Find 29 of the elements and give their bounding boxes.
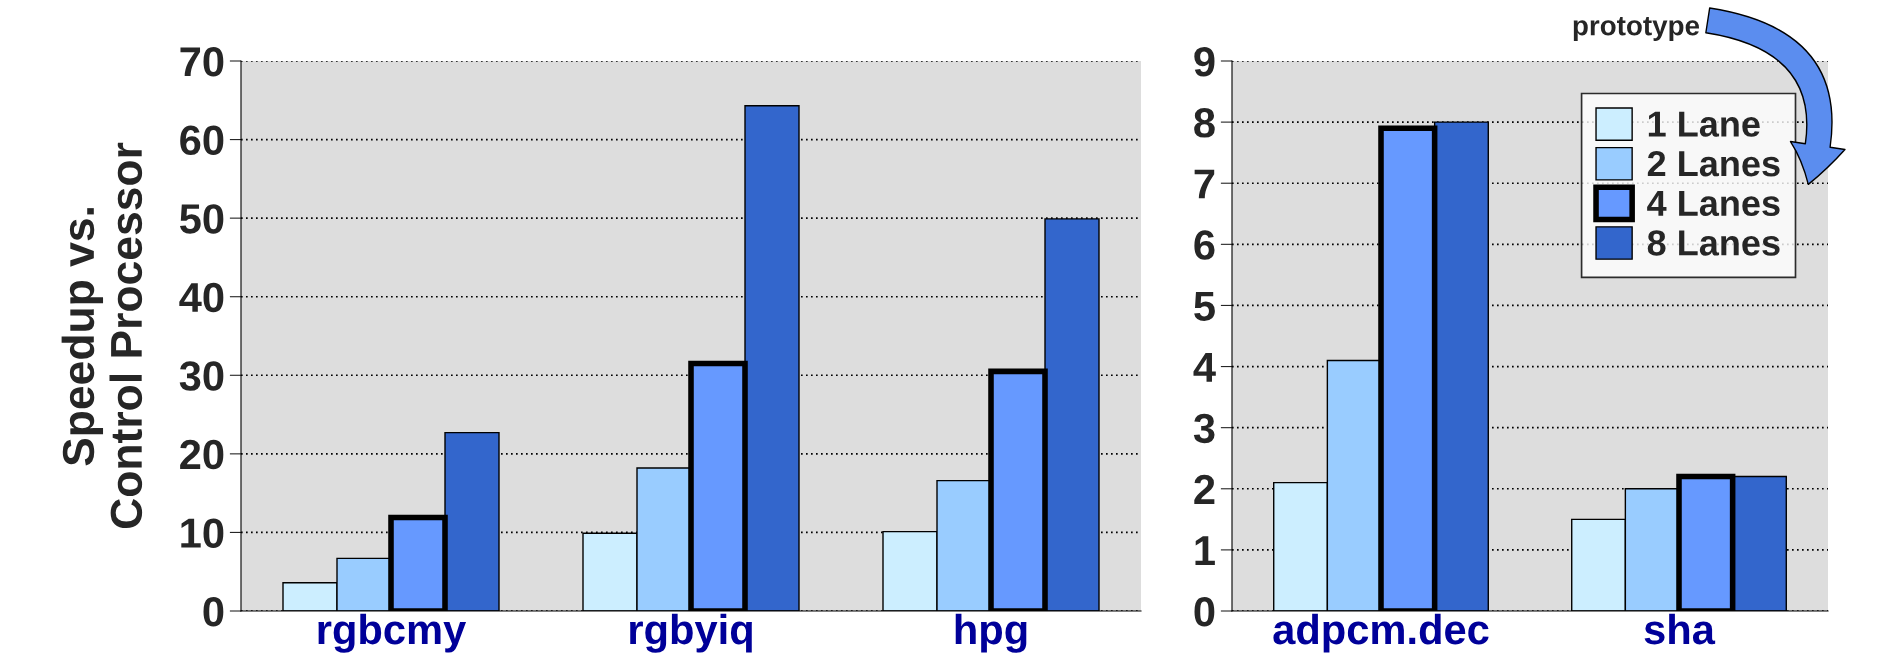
legend-label: 8 Lanes — [1647, 230, 1780, 256]
x-tick-label: hpg — [955, 613, 1027, 653]
y-tick-label: 20 — [180, 439, 224, 470]
y-tick-label: 8 — [1194, 108, 1215, 138]
y-tick-label: 50 — [179, 204, 224, 234]
legend-label: 2 Lanes — [1647, 150, 1780, 177]
x-tick-label: sha — [1644, 613, 1716, 645]
x-tick-label: adpcm.dec — [1273, 613, 1489, 653]
y-tick-label: 3 — [1193, 413, 1215, 444]
text: prototype — [1573, 17, 1700, 41]
y-tick-label: 6 — [1194, 230, 1215, 260]
y-tick-label: 2 — [1194, 474, 1215, 504]
x-tick-label: rgbyiq — [630, 613, 752, 653]
y-tick-label: 60 — [180, 125, 224, 156]
y-tick-label: 5 — [1194, 291, 1215, 321]
y-tick-label: 1 — [1195, 536, 1215, 565]
y-tick-label: 4 — [1193, 352, 1216, 382]
y-tick-label: 9 — [1194, 47, 1215, 77]
legend-label: 4 Lanes — [1647, 190, 1780, 217]
y-tick-label: 40 — [179, 282, 224, 313]
y-tick-label: 30 — [179, 361, 224, 391]
legend-label: 1 Lane — [1648, 111, 1760, 137]
y-axis-title: Speedup vs. Control Processor — [61, 142, 143, 529]
x-tick-label: rgbcmy — [318, 613, 467, 653]
y-tick-label: 7 — [1194, 169, 1215, 199]
y-tick-label: 0 — [203, 597, 224, 627]
y-tick-label: 0 — [1194, 597, 1215, 627]
y-tick-label: 70 — [180, 47, 224, 77]
y-tick-label: 10 — [181, 518, 224, 548]
